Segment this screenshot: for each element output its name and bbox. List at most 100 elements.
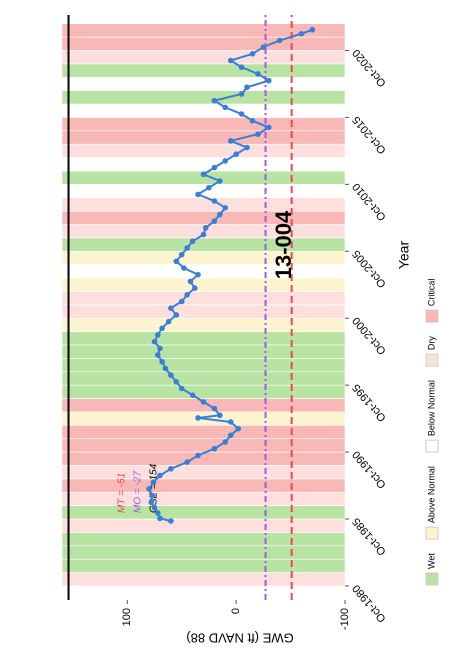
water-year-band xyxy=(61,384,346,399)
reference-label: MO = -27 xyxy=(133,471,144,513)
data-point xyxy=(189,392,196,398)
data-point xyxy=(178,298,185,305)
water-year-band xyxy=(61,317,346,332)
water-year-band xyxy=(61,438,346,453)
data-point xyxy=(168,372,174,378)
data-point xyxy=(162,365,169,372)
data-point xyxy=(238,91,245,97)
plot-area: -100 0 100 Oct-1980 Oct-1985 Oct-1990 Oct-1995… xyxy=(61,15,389,630)
data-point xyxy=(200,399,207,405)
data-point xyxy=(195,452,201,459)
data-point xyxy=(222,204,229,211)
data-point xyxy=(168,466,174,472)
data-point xyxy=(178,251,185,258)
x-tick-label: Oct-2000 xyxy=(350,314,388,356)
water-year-band xyxy=(61,76,346,91)
data-point xyxy=(151,504,158,511)
data-point xyxy=(235,425,242,432)
data-point xyxy=(173,258,180,265)
data-point xyxy=(217,211,223,218)
water-year-band xyxy=(61,425,346,439)
water-year-band xyxy=(61,304,346,319)
x-tick-label: Oct-1980 xyxy=(350,582,388,624)
legend-label: Below Normal xyxy=(426,380,436,436)
legend-label: Above Normal xyxy=(426,466,436,523)
data-point xyxy=(148,499,155,506)
x-tick-label: Oct-2005 xyxy=(350,247,388,289)
water-year-band xyxy=(61,264,346,279)
data-point xyxy=(233,151,239,158)
data-point xyxy=(165,318,172,325)
data-point xyxy=(227,419,234,425)
data-point xyxy=(173,378,180,385)
water-year-band xyxy=(61,358,346,373)
water-year-band xyxy=(61,291,346,306)
data-point xyxy=(184,291,190,298)
data-point xyxy=(211,164,218,171)
data-point xyxy=(151,338,158,345)
data-point xyxy=(266,77,272,84)
data-point xyxy=(195,271,201,278)
data-point xyxy=(206,184,212,191)
water-year-band xyxy=(61,545,346,560)
data-point xyxy=(227,57,234,64)
x-axis-label: Year xyxy=(396,241,412,270)
data-point xyxy=(195,415,201,421)
data-point xyxy=(178,385,185,392)
water-year-band xyxy=(61,143,346,158)
water-year-band xyxy=(61,572,346,587)
data-point xyxy=(309,26,316,33)
data-point xyxy=(238,111,245,117)
water-year-band xyxy=(61,250,346,265)
x-tick-label: Oct-1985 xyxy=(350,515,388,557)
water-year-band xyxy=(61,237,346,252)
water-year-band xyxy=(61,532,346,547)
data-point xyxy=(159,325,165,332)
data-point xyxy=(184,459,190,465)
data-point xyxy=(157,345,163,352)
x-tick-label: Oct-2015 xyxy=(350,114,388,156)
data-point xyxy=(222,104,229,111)
data-point xyxy=(217,178,223,184)
data-point xyxy=(189,238,196,245)
data-point xyxy=(181,265,187,271)
data-point xyxy=(154,510,161,516)
data-point xyxy=(276,37,283,44)
data-point xyxy=(266,124,272,131)
data-point xyxy=(244,144,250,151)
y-axis-label: GWE (ft NAVD 88) xyxy=(186,631,293,646)
data-point xyxy=(211,218,218,224)
legend-label: Critical xyxy=(426,279,436,307)
data-point xyxy=(173,312,180,318)
data-point xyxy=(211,97,218,104)
data-point xyxy=(149,492,156,499)
water-year-band xyxy=(61,518,346,533)
data-point xyxy=(195,191,201,198)
data-point xyxy=(222,439,229,445)
water-year-band xyxy=(61,558,346,573)
data-point xyxy=(157,515,163,522)
water-year-band xyxy=(61,465,346,480)
water-year-band xyxy=(61,90,346,105)
data-point xyxy=(211,445,218,452)
legend-swatch xyxy=(425,309,439,323)
water-year-band xyxy=(61,117,346,132)
data-point xyxy=(200,231,207,238)
legend-group: Wet Above Normal Below Normal Dry Critical xyxy=(425,279,439,586)
legend-swatch xyxy=(425,572,439,586)
water-year-band xyxy=(61,197,346,212)
y-tick-label: 0 xyxy=(230,608,242,614)
data-point xyxy=(227,432,234,439)
data-point xyxy=(244,84,250,91)
legend-swatch xyxy=(425,439,439,453)
water-year-band xyxy=(61,130,346,145)
water-year-band xyxy=(61,478,346,493)
data-point xyxy=(238,64,245,71)
data-point xyxy=(227,138,234,144)
y-tick-label: 100 xyxy=(121,608,133,626)
data-point xyxy=(200,171,207,178)
x-tick-label: Oct-1995 xyxy=(350,381,388,423)
y-tick-label: -100 xyxy=(339,608,351,630)
x-tick-label: Oct-2010 xyxy=(350,181,388,223)
